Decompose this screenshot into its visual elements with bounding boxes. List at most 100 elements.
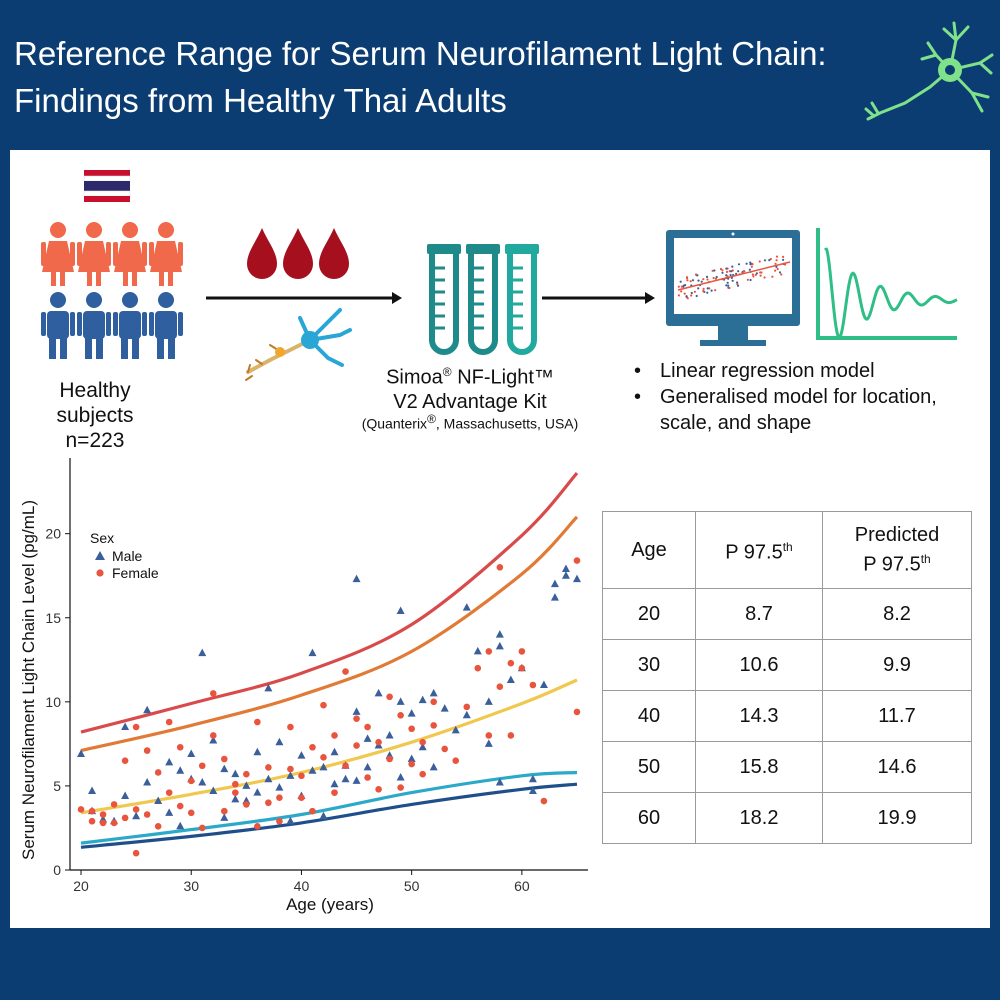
male-point — [396, 606, 405, 615]
female-point — [99, 819, 107, 827]
female-point — [496, 683, 504, 691]
female-point — [452, 757, 460, 764]
male-point — [451, 725, 460, 734]
male-point — [440, 704, 449, 712]
male-point — [275, 783, 284, 791]
male-point — [330, 779, 339, 788]
male-point — [418, 742, 427, 751]
table-row: 50 15.8 14.6 — [602, 741, 972, 793]
female-point — [507, 659, 515, 667]
male-point — [561, 571, 570, 579]
male-point — [286, 771, 295, 779]
maker-name: (Quanterix — [361, 415, 428, 432]
male-point — [209, 736, 218, 744]
female-point — [298, 794, 305, 801]
female-point — [518, 664, 526, 672]
female-point — [88, 807, 96, 815]
female-point — [287, 765, 294, 773]
table-row: 60 18.2 19.9 — [602, 792, 972, 844]
male-point — [385, 730, 394, 739]
male-point — [429, 688, 438, 697]
female-point — [276, 794, 283, 801]
male-point — [264, 774, 273, 783]
female-point — [375, 738, 382, 746]
male-point — [550, 593, 559, 601]
male-point — [264, 683, 273, 692]
male-point — [231, 794, 240, 803]
female-point — [88, 817, 96, 825]
female-point — [121, 757, 129, 764]
method-item: Generalised model for location, scale, a… — [630, 384, 990, 436]
workflow-illustration — [41, 170, 958, 381]
female-point — [573, 708, 581, 716]
male-point — [506, 675, 515, 683]
page-title: Reference Range for Serum Neurofilament … — [14, 30, 914, 124]
methods-list: Linear regression model Generalised mode… — [630, 358, 990, 436]
female-point — [187, 777, 195, 785]
y-axis-label: Serum Neurofilament Light Chain Level (p… — [19, 500, 38, 860]
male-point — [374, 688, 383, 697]
female-point — [485, 648, 493, 655]
female-person-icon — [149, 222, 183, 286]
female-point — [176, 743, 184, 751]
female-point — [99, 811, 107, 818]
female-point — [573, 557, 581, 564]
male-point — [253, 747, 262, 756]
male-point — [539, 680, 548, 689]
female-point — [220, 807, 228, 815]
male-point — [231, 769, 240, 778]
female-point — [132, 723, 140, 731]
arrow-icon — [542, 292, 655, 304]
female-person-icon — [41, 222, 75, 286]
kit-label: Simoa® NF-Light™ V2 Advantage Kit — [330, 360, 610, 414]
female-point — [165, 718, 173, 726]
female-point — [110, 819, 118, 827]
male-point — [528, 786, 537, 794]
female-point — [397, 711, 404, 719]
female-point — [320, 754, 327, 761]
subjects-label: Healthy subjects n=223 — [20, 378, 170, 453]
female-point — [364, 774, 371, 781]
male-point — [220, 764, 229, 773]
percentile-curve — [80, 472, 579, 734]
female-point — [254, 718, 261, 726]
female-point — [198, 762, 206, 770]
female-point — [430, 722, 438, 729]
thai-flag-icon — [83, 170, 131, 202]
male-point — [341, 774, 350, 783]
male-person-icon — [149, 292, 183, 359]
table-row: 20 8.7 8.2 — [602, 588, 972, 640]
female-point — [529, 681, 537, 689]
male-point — [308, 648, 317, 657]
male-point — [484, 697, 493, 705]
male-point — [495, 641, 504, 650]
female-person-icon — [113, 222, 147, 286]
female-point — [165, 789, 173, 796]
cell-predicted: 8.2 — [822, 588, 972, 640]
female-point — [298, 772, 305, 780]
male-person-icon — [41, 292, 75, 359]
y-tick-label: 0 — [53, 862, 61, 878]
male-point — [143, 778, 152, 786]
title-line-2: Findings from Healthy Thai Adults — [14, 82, 507, 119]
male-point — [363, 734, 372, 742]
female-point — [220, 755, 228, 763]
female-point — [121, 814, 129, 822]
female-point — [474, 664, 482, 672]
subjects-label-text: Healthy subjects — [56, 379, 134, 427]
test-tube-icon — [427, 244, 461, 355]
male-point — [352, 574, 361, 583]
female-point — [110, 801, 118, 808]
legend-female-marker — [96, 569, 104, 577]
cell-age: 40 — [602, 690, 696, 742]
cell-predicted: 19.9 — [822, 792, 972, 844]
male-point — [319, 762, 328, 771]
male-point — [528, 774, 537, 783]
x-tick-label: 60 — [514, 878, 530, 894]
cell-p975: 8.7 — [695, 588, 823, 640]
maker-reg-mark: ® — [427, 412, 436, 426]
x-tick-label: 30 — [183, 878, 199, 894]
percentile-curve — [80, 515, 579, 753]
female-point — [276, 817, 283, 825]
female-point — [77, 806, 85, 813]
